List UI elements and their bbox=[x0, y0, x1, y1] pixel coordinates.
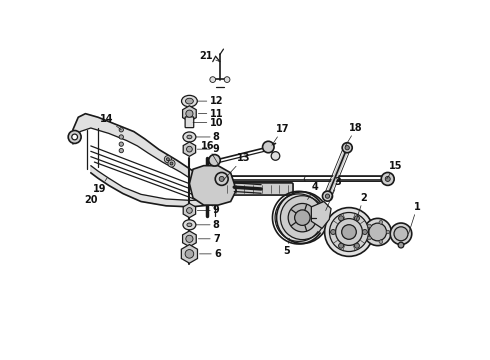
Circle shape bbox=[219, 176, 224, 181]
Circle shape bbox=[167, 158, 170, 161]
Circle shape bbox=[72, 134, 77, 140]
Circle shape bbox=[209, 154, 221, 166]
Text: 15: 15 bbox=[387, 161, 402, 179]
Circle shape bbox=[339, 216, 343, 221]
Polygon shape bbox=[183, 106, 196, 122]
Circle shape bbox=[68, 131, 81, 143]
Text: 17: 17 bbox=[272, 124, 290, 145]
Circle shape bbox=[288, 203, 317, 232]
Circle shape bbox=[164, 156, 171, 163]
Circle shape bbox=[331, 229, 336, 234]
Circle shape bbox=[364, 219, 392, 246]
Ellipse shape bbox=[183, 132, 196, 142]
Circle shape bbox=[168, 160, 175, 167]
Polygon shape bbox=[91, 166, 209, 207]
Text: 4: 4 bbox=[308, 182, 319, 199]
Circle shape bbox=[224, 77, 230, 82]
Text: 9: 9 bbox=[197, 144, 220, 154]
Text: 7: 7 bbox=[198, 234, 220, 244]
Circle shape bbox=[329, 212, 368, 252]
Circle shape bbox=[336, 219, 363, 246]
Circle shape bbox=[170, 162, 173, 165]
Text: 3: 3 bbox=[326, 177, 342, 211]
Circle shape bbox=[354, 216, 360, 221]
Text: 9: 9 bbox=[197, 206, 220, 216]
Circle shape bbox=[215, 172, 228, 185]
Text: 6: 6 bbox=[199, 249, 221, 259]
Ellipse shape bbox=[186, 98, 194, 104]
Circle shape bbox=[186, 235, 193, 242]
Polygon shape bbox=[73, 114, 209, 190]
Text: 21: 21 bbox=[199, 51, 220, 62]
Polygon shape bbox=[183, 203, 196, 218]
Circle shape bbox=[186, 110, 193, 117]
Text: 12: 12 bbox=[197, 96, 223, 106]
Text: 8: 8 bbox=[196, 220, 220, 230]
Text: 10: 10 bbox=[193, 118, 223, 128]
Circle shape bbox=[379, 220, 383, 224]
Polygon shape bbox=[181, 244, 197, 263]
Circle shape bbox=[369, 223, 387, 241]
Text: 2: 2 bbox=[356, 193, 367, 220]
Circle shape bbox=[119, 142, 123, 146]
Circle shape bbox=[342, 143, 352, 153]
Text: 16: 16 bbox=[200, 141, 218, 164]
Circle shape bbox=[276, 192, 328, 243]
Circle shape bbox=[210, 77, 216, 82]
Circle shape bbox=[386, 230, 390, 234]
Circle shape bbox=[325, 194, 330, 198]
Circle shape bbox=[187, 146, 192, 152]
Text: 5: 5 bbox=[284, 238, 290, 256]
Circle shape bbox=[119, 148, 123, 153]
Circle shape bbox=[379, 240, 383, 243]
Circle shape bbox=[381, 172, 394, 185]
Polygon shape bbox=[183, 142, 196, 156]
Text: 1: 1 bbox=[409, 202, 420, 234]
Circle shape bbox=[294, 210, 310, 225]
Ellipse shape bbox=[183, 220, 196, 230]
Circle shape bbox=[385, 176, 390, 181]
FancyBboxPatch shape bbox=[185, 117, 194, 128]
Ellipse shape bbox=[181, 95, 197, 107]
Circle shape bbox=[342, 225, 356, 239]
Circle shape bbox=[345, 145, 349, 150]
Circle shape bbox=[394, 227, 408, 241]
Polygon shape bbox=[190, 166, 236, 205]
Circle shape bbox=[324, 208, 373, 256]
Ellipse shape bbox=[187, 223, 192, 226]
Circle shape bbox=[119, 128, 123, 132]
Circle shape bbox=[398, 242, 404, 248]
Circle shape bbox=[322, 191, 333, 201]
Text: 18: 18 bbox=[345, 123, 363, 146]
Circle shape bbox=[119, 135, 123, 139]
Text: 8: 8 bbox=[196, 132, 220, 142]
Circle shape bbox=[368, 224, 371, 228]
Circle shape bbox=[271, 152, 280, 160]
Text: 19: 19 bbox=[93, 178, 107, 194]
Circle shape bbox=[185, 249, 194, 258]
Polygon shape bbox=[183, 231, 196, 247]
Circle shape bbox=[339, 243, 343, 248]
Ellipse shape bbox=[187, 135, 192, 139]
FancyBboxPatch shape bbox=[219, 183, 293, 195]
Circle shape bbox=[390, 223, 412, 244]
Circle shape bbox=[187, 208, 192, 213]
Circle shape bbox=[263, 141, 274, 153]
Text: 14: 14 bbox=[100, 114, 122, 130]
Circle shape bbox=[368, 236, 371, 240]
Text: 11: 11 bbox=[198, 109, 223, 119]
Polygon shape bbox=[311, 202, 331, 228]
Circle shape bbox=[354, 243, 360, 248]
Circle shape bbox=[362, 229, 368, 234]
Circle shape bbox=[280, 196, 324, 240]
Text: 20: 20 bbox=[84, 191, 98, 205]
Text: 13: 13 bbox=[223, 153, 250, 180]
